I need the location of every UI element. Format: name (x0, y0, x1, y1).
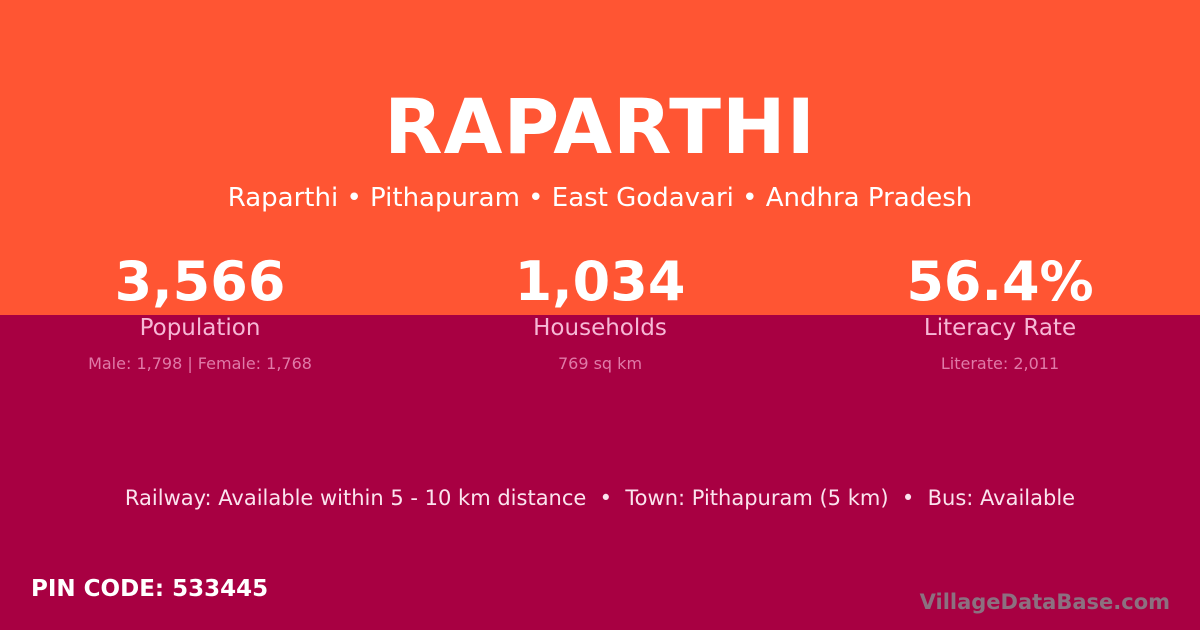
stat-value: 1,034 (514, 250, 686, 313)
stat-detail: Male: 1,798 | Female: 1,768 (88, 354, 312, 373)
village-title: RAPARTHI (384, 82, 816, 171)
connectivity-info: Railway: Available within 5 - 10 km dist… (124, 486, 1076, 510)
brand-watermark: VillageDataBase.com (919, 590, 1170, 614)
stat-value: 56.4% (906, 250, 1094, 313)
stat-label: Population (139, 315, 261, 341)
breadcrumb: Raparthi • Pithapuram • East Godavari • … (227, 183, 973, 213)
stat-label: Households (533, 315, 667, 341)
stat-detail: Literate: 2,011 (940, 354, 1060, 373)
stat-value: 3,566 (114, 250, 286, 313)
stat-detail: 769 sq km (557, 354, 643, 373)
pin-code: PIN CODE: 533445 (31, 576, 269, 602)
header-band (0, 0, 1200, 315)
stat-label: Literacy Rate (923, 315, 1077, 341)
